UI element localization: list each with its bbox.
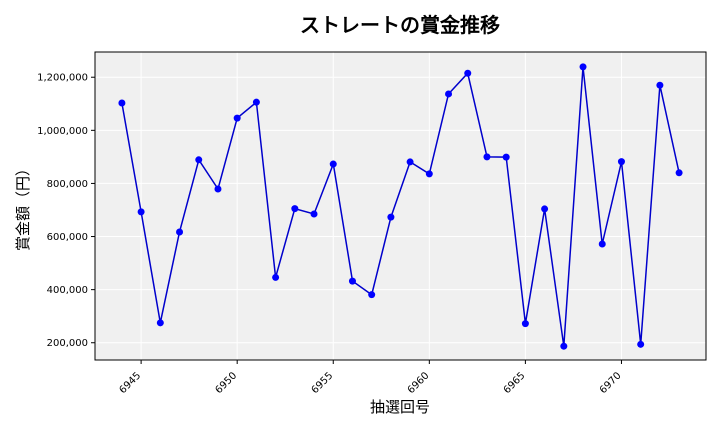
data-point xyxy=(502,153,510,161)
chart-title: ストレートの賞金推移 xyxy=(300,13,500,37)
data-point xyxy=(406,158,414,166)
x-axis-label: 抽選回号 xyxy=(370,398,430,416)
data-point xyxy=(233,114,241,122)
x-tick-label: 6950 xyxy=(214,370,240,396)
data-point xyxy=(656,81,664,89)
data-point xyxy=(329,160,337,168)
data-point xyxy=(541,205,549,213)
data-point xyxy=(445,90,453,98)
data-point xyxy=(387,213,395,221)
x-tick-label: 6955 xyxy=(310,370,336,396)
data-point xyxy=(176,228,184,236)
data-point xyxy=(272,273,280,281)
data-point xyxy=(560,342,568,350)
data-point xyxy=(348,277,356,285)
x-tick-label: 6965 xyxy=(502,370,528,396)
grid-lines xyxy=(95,52,706,360)
data-point xyxy=(675,169,683,177)
y-tick-label: 600,000 xyxy=(47,232,88,243)
data-point xyxy=(118,99,126,107)
x-tick-label: 6960 xyxy=(406,370,432,396)
y-axis-label: 賞金額（円） xyxy=(14,161,32,251)
series-prize xyxy=(118,63,683,350)
y-tick-label: 1,000,000 xyxy=(37,126,88,137)
data-point xyxy=(521,320,529,328)
x-tick-label: 6945 xyxy=(117,370,143,396)
plot-area xyxy=(95,52,706,360)
y-tick-label: 400,000 xyxy=(47,285,88,296)
data-point xyxy=(137,208,145,216)
series-line xyxy=(121,66,680,347)
y-tick-label: 1,200,000 xyxy=(37,73,88,84)
y-tick-label: 800,000 xyxy=(47,179,88,190)
data-point xyxy=(252,98,260,106)
x-tick-label: 6970 xyxy=(598,370,624,396)
data-point xyxy=(368,291,376,299)
data-point xyxy=(598,240,606,248)
data-point xyxy=(214,185,222,193)
data-point xyxy=(617,158,625,166)
data-point xyxy=(637,340,645,348)
data-point xyxy=(156,319,164,327)
data-point xyxy=(425,170,433,178)
data-point xyxy=(291,205,299,213)
data-point xyxy=(310,210,318,218)
data-point xyxy=(579,63,587,71)
data-point xyxy=(195,156,203,164)
plot-frame xyxy=(94,51,707,361)
data-point xyxy=(464,69,472,77)
data-point xyxy=(483,153,491,161)
y-tick-label: 200,000 xyxy=(47,338,88,349)
